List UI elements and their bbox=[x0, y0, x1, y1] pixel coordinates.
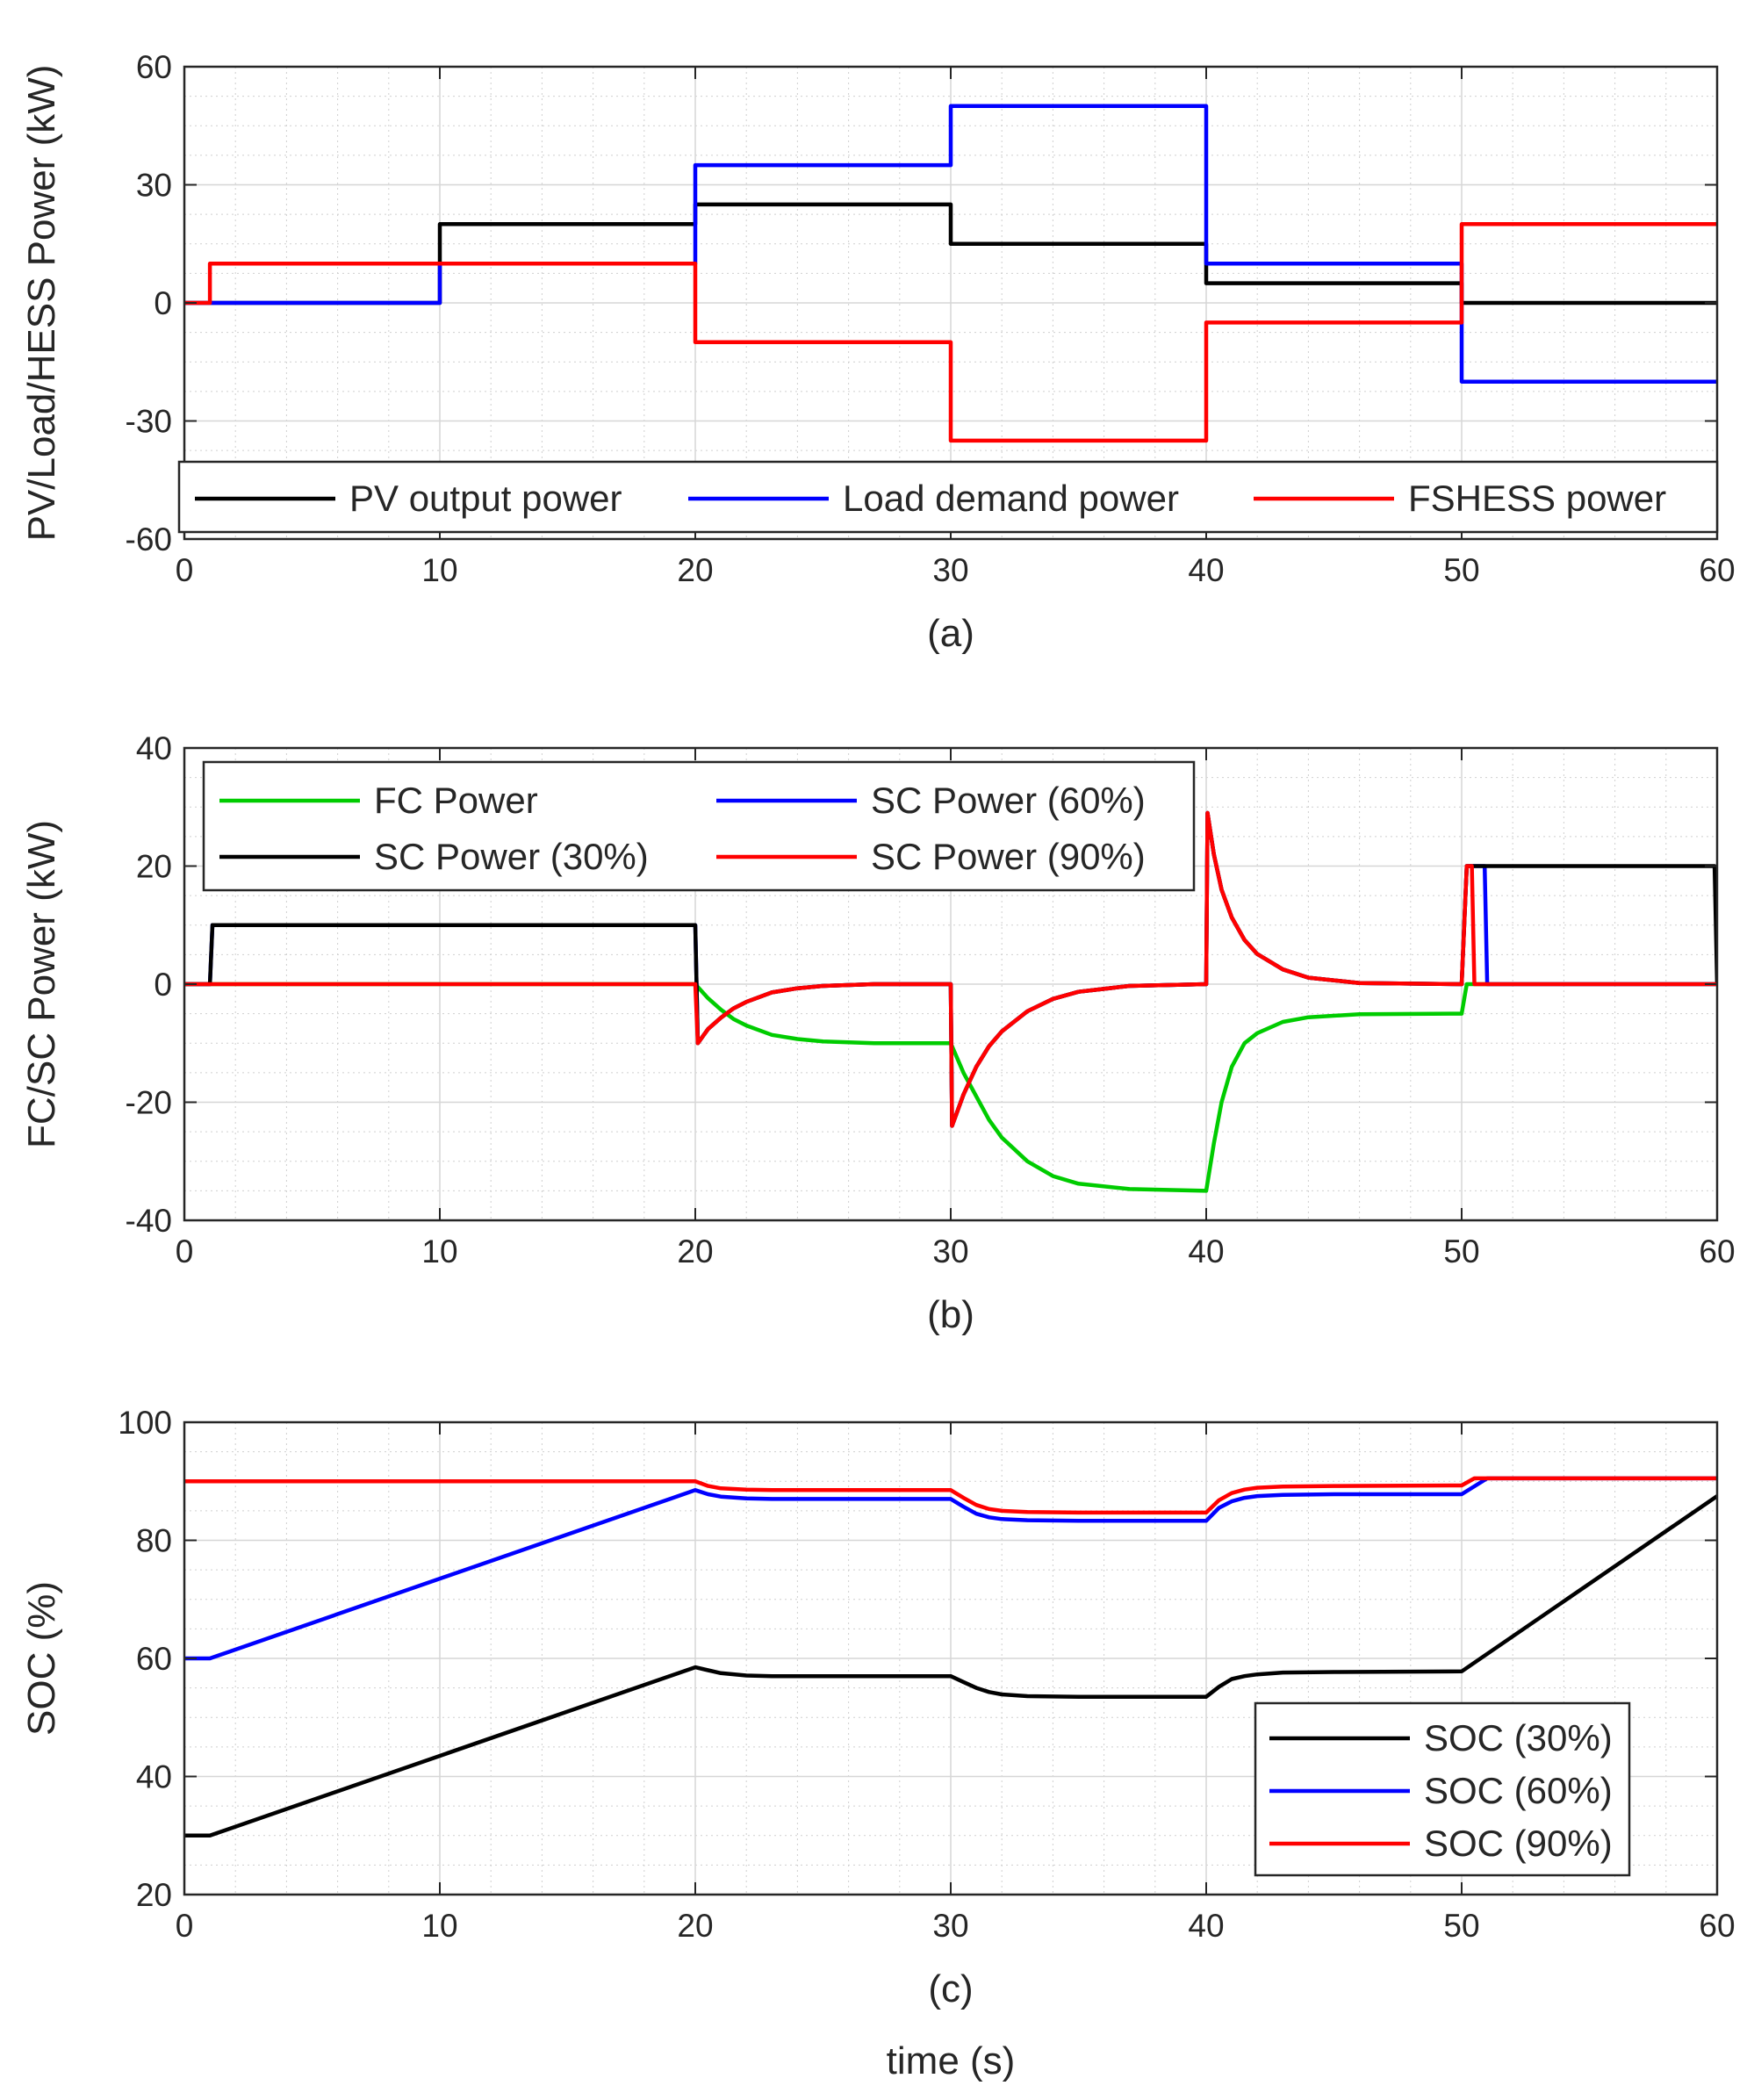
y-tick-label: -20 bbox=[126, 1085, 172, 1121]
y-tick-label: 20 bbox=[136, 1877, 172, 1913]
y-tick-label: 60 bbox=[136, 1641, 172, 1677]
legend-label: SC Power (30%) bbox=[374, 836, 649, 877]
y-axis-label: SOC (%) bbox=[20, 1581, 63, 1736]
legend-label: SOC (90%) bbox=[1424, 1823, 1613, 1864]
x-tick-label: 60 bbox=[1699, 552, 1735, 588]
x-tick-label: 40 bbox=[1188, 1908, 1224, 1944]
panel-caption: (c) bbox=[928, 1967, 973, 2010]
legend-entry: FC Power bbox=[219, 780, 538, 821]
y-tick-label: 80 bbox=[136, 1523, 172, 1559]
x-tick-label: 0 bbox=[176, 1233, 194, 1269]
y-axis-label: PV/Load/HESS Power (kW) bbox=[20, 65, 63, 542]
x-tick-label: 0 bbox=[176, 552, 194, 588]
legend-label: FSHESS power bbox=[1408, 478, 1666, 519]
y-axis-label: FC/SC Power (kW) bbox=[20, 820, 63, 1148]
legend-label: FC Power bbox=[374, 780, 538, 821]
x-tick-label: 40 bbox=[1188, 1233, 1224, 1269]
y-tick-label: 40 bbox=[136, 730, 172, 766]
legend-entry: PV output power bbox=[195, 478, 622, 519]
y-tick-label: -60 bbox=[126, 521, 172, 557]
y-tick-label: 20 bbox=[136, 849, 172, 885]
series-group bbox=[184, 104, 1717, 443]
legend-entry: SOC (90%) bbox=[1269, 1823, 1613, 1864]
legend-entry: SC Power (30%) bbox=[219, 836, 649, 877]
x-tick-label: 0 bbox=[176, 1908, 194, 1944]
legend-label: SC Power (60%) bbox=[871, 780, 1146, 821]
series-group bbox=[184, 810, 1717, 1193]
legend-label: SOC (60%) bbox=[1424, 1770, 1613, 1811]
y-tick-label: 0 bbox=[154, 967, 172, 1003]
series-line-2 bbox=[184, 1476, 1717, 1661]
x-tick-label: 20 bbox=[677, 1908, 713, 1944]
legend-label: SC Power (90%) bbox=[871, 836, 1146, 877]
panel-c: 0 10 20 30 40 50 60 20 40 60 80 100 SOC (%) (c) time (… bbox=[20, 1405, 1736, 2082]
series-line-4 bbox=[184, 810, 1717, 1128]
legend-entry: SC Power (90%) bbox=[716, 836, 1146, 877]
legend: PV output power Load demand power FSHESS p… bbox=[177, 460, 1719, 534]
y-tick-label: -40 bbox=[126, 1203, 172, 1239]
x-tick-label: 60 bbox=[1699, 1908, 1735, 1944]
y-tick-label: 100 bbox=[118, 1405, 172, 1441]
x-tick-label: 10 bbox=[421, 1233, 457, 1269]
x-tick-label: 60 bbox=[1699, 1233, 1735, 1269]
y-tick-label: 30 bbox=[136, 168, 172, 204]
x-tick-label: 10 bbox=[421, 1908, 457, 1944]
series-group bbox=[184, 1476, 1717, 1838]
x-axis-label: time (s) bbox=[887, 2039, 1016, 2082]
y-tick-label: 40 bbox=[136, 1759, 172, 1795]
x-tick-label: 20 bbox=[677, 1233, 713, 1269]
legend-box bbox=[202, 760, 1196, 892]
legend-entry: SOC (60%) bbox=[1269, 1770, 1613, 1811]
legend: FC Power SC Power (60%) SC Power (30%) SC P… bbox=[202, 760, 1196, 892]
legend-label: SOC (30%) bbox=[1424, 1717, 1613, 1758]
y-tick-label: 0 bbox=[154, 285, 172, 321]
legend: SOC (30%) SOC (60%) SOC (90%) bbox=[1254, 1701, 1631, 1877]
legend-label: Load demand power bbox=[843, 478, 1179, 519]
panel-caption: (a) bbox=[927, 612, 974, 655]
legend-entry: FSHESS power bbox=[1254, 478, 1666, 519]
panel-b: 0 10 20 30 40 50 60 -40 -20 0 20 40 FC/SC Power (kW)… bbox=[20, 730, 1736, 1336]
series-line-1 bbox=[184, 1494, 1717, 1838]
x-tick-label: 50 bbox=[1443, 1233, 1479, 1269]
legend-entry: Load demand power bbox=[688, 478, 1179, 519]
x-tick-label: 50 bbox=[1443, 552, 1479, 588]
series-line-1 bbox=[184, 982, 1717, 1193]
x-tick-label: 40 bbox=[1188, 552, 1224, 588]
x-tick-label: 30 bbox=[932, 1233, 968, 1269]
x-tick-label: 30 bbox=[932, 552, 968, 588]
series-line-3 bbox=[184, 1476, 1717, 1515]
panel-caption: (b) bbox=[927, 1293, 974, 1336]
legend-box bbox=[177, 460, 1719, 534]
legend-entry: SOC (30%) bbox=[1269, 1717, 1613, 1758]
x-tick-label: 10 bbox=[421, 552, 457, 588]
x-tick-label: 20 bbox=[677, 552, 713, 588]
panel-a: 0 10 20 30 40 50 60 -60 -30 0 30 60 PV/Load/HESS Pow… bbox=[20, 49, 1736, 655]
legend-label: PV output power bbox=[349, 478, 622, 519]
y-tick-label: 60 bbox=[136, 49, 172, 85]
x-tick-label: 50 bbox=[1443, 1908, 1479, 1944]
x-tick-label: 30 bbox=[932, 1908, 968, 1944]
y-tick-label: -30 bbox=[126, 404, 172, 440]
series-line-3 bbox=[184, 222, 1717, 443]
legend-entry: SC Power (60%) bbox=[716, 780, 1146, 821]
